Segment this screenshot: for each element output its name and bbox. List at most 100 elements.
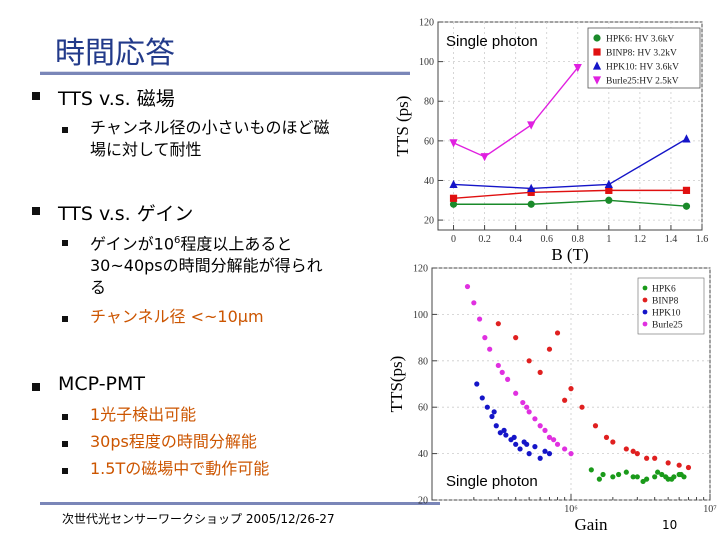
scatter-point xyxy=(596,476,602,482)
scatter-point xyxy=(513,335,519,341)
sub-bullet-channel-diameter: チャンネル径 <~10μm xyxy=(90,307,264,326)
slide-title: 時間応答 xyxy=(55,36,175,71)
scatter-point xyxy=(484,404,490,410)
scatter-point xyxy=(634,474,640,480)
legend-entry: HPK6 xyxy=(652,285,676,295)
legend-marker xyxy=(593,48,601,56)
data-point xyxy=(449,200,458,208)
y-tick-label: 20 xyxy=(424,216,434,227)
x-tick-label: 0 xyxy=(451,234,456,245)
scatter-point xyxy=(659,471,665,478)
data-point xyxy=(449,179,458,189)
data-point xyxy=(573,63,582,73)
scatter-point xyxy=(542,448,548,454)
scatter-point xyxy=(644,455,650,461)
scatter-point xyxy=(623,469,629,475)
scatter-point xyxy=(476,316,483,322)
scatter-point xyxy=(652,455,658,461)
scatter-point xyxy=(630,474,636,480)
y-tick-label: 100 xyxy=(419,57,434,68)
legend-entry: HPK6: HV 3.6kV xyxy=(606,35,674,45)
scatter-point xyxy=(665,460,671,466)
scatter-point xyxy=(501,427,507,433)
scatter-point xyxy=(479,395,485,401)
legend-marker xyxy=(642,297,648,303)
scatter-point xyxy=(640,478,646,485)
footer-text: 次世代光センサーワークショップ 2005/12/26-27 xyxy=(62,512,335,526)
data-point xyxy=(527,183,536,192)
gain-text-post: 程度以上あると xyxy=(180,234,293,254)
sub-bullet-line: チャンネル径の小さいものほど磁 xyxy=(90,118,330,137)
bullet-marker xyxy=(32,383,40,391)
scatter-point xyxy=(546,346,553,352)
sub-bullet-marker xyxy=(62,441,68,447)
scatter-point xyxy=(524,441,530,447)
scatter-point xyxy=(499,369,505,375)
scatter-point xyxy=(678,471,684,478)
sub-bullet-line: 場に対して耐性 xyxy=(90,140,202,159)
data-point xyxy=(480,153,489,162)
scatter-point xyxy=(554,441,561,447)
scatter-point xyxy=(537,423,543,429)
x-tick-label: 1 xyxy=(606,234,611,245)
x-tick-label: 1.6 xyxy=(696,234,709,245)
scatter-point xyxy=(685,464,692,471)
scatter-point xyxy=(655,469,661,475)
scatter-point xyxy=(511,434,517,440)
scatter-point xyxy=(663,474,669,480)
scatter-point xyxy=(526,451,532,457)
y-tick-label: 20 xyxy=(418,496,428,507)
scatter-point xyxy=(630,448,636,454)
scatter-point xyxy=(474,381,480,387)
scatter-point xyxy=(517,446,523,452)
scatter-point xyxy=(592,423,599,429)
scatter-point xyxy=(568,386,574,392)
scatter-point xyxy=(491,409,497,415)
bullet-tts-vs-field: TTS v.s. 磁場 xyxy=(58,88,175,110)
y-axis-label: TTS(ps) xyxy=(387,356,406,413)
y-tick-label: 120 xyxy=(419,18,434,29)
bullet-mcp-pmt: MCP-PMT xyxy=(58,373,146,395)
data-point xyxy=(527,121,536,130)
scatter-point xyxy=(554,330,561,336)
scatter-point xyxy=(588,467,594,473)
y-tick-label: 40 xyxy=(418,449,428,460)
legend-entry: Burle25:HV 2.5kV xyxy=(606,77,679,87)
sub-bullet-channel-field: チャンネル径の小さいものほど磁 場に対して耐性 xyxy=(90,117,330,161)
sub-bullet-marker xyxy=(62,240,68,246)
scatter-point xyxy=(487,346,493,352)
series-line xyxy=(453,199,687,207)
scatter-point xyxy=(495,321,501,327)
data-point xyxy=(605,186,613,194)
scatter-point xyxy=(652,474,658,480)
scatter-point xyxy=(676,462,682,468)
legend-entry: BINP8: HV 3.2kV xyxy=(606,49,677,59)
x-tick-label: 10⁷ xyxy=(703,504,717,515)
x-tick-label: 0.6 xyxy=(540,234,553,245)
x-tick-label: 1.4 xyxy=(665,234,678,245)
sub-bullet-field-operation: 1.5Tの磁場中で動作可能 xyxy=(90,459,270,478)
footer-rule xyxy=(40,502,440,505)
single-photon-annotation: Single photon xyxy=(446,473,538,490)
sub-bullet-gain-resolution: ゲインが106程度以上あると 30~40psの時間分解能が得られ る xyxy=(90,230,323,299)
bullet-tts-vs-gain: TTS v.s. ゲイン xyxy=(58,203,194,225)
scatter-point xyxy=(503,432,509,438)
scatter-point xyxy=(489,413,495,420)
scatter-point xyxy=(493,423,499,429)
y-tick-label: 120 xyxy=(413,264,428,275)
scatter-point xyxy=(634,451,640,457)
gain-text-pre: ゲインが10 xyxy=(90,234,175,254)
legend-marker xyxy=(592,61,602,70)
bullet-marker xyxy=(32,92,40,100)
scatter-point xyxy=(669,476,675,482)
scatter-point xyxy=(551,437,557,443)
scatter-point xyxy=(600,471,606,478)
scatter-point xyxy=(513,441,519,447)
legend-entry: HPK10 xyxy=(652,309,681,319)
scatter-point xyxy=(532,416,538,422)
legend-marker xyxy=(642,321,648,327)
x-axis-label: Gain xyxy=(574,515,608,534)
legend-box xyxy=(587,27,701,89)
data-point xyxy=(682,202,691,210)
y-tick-label: 40 xyxy=(424,176,434,187)
